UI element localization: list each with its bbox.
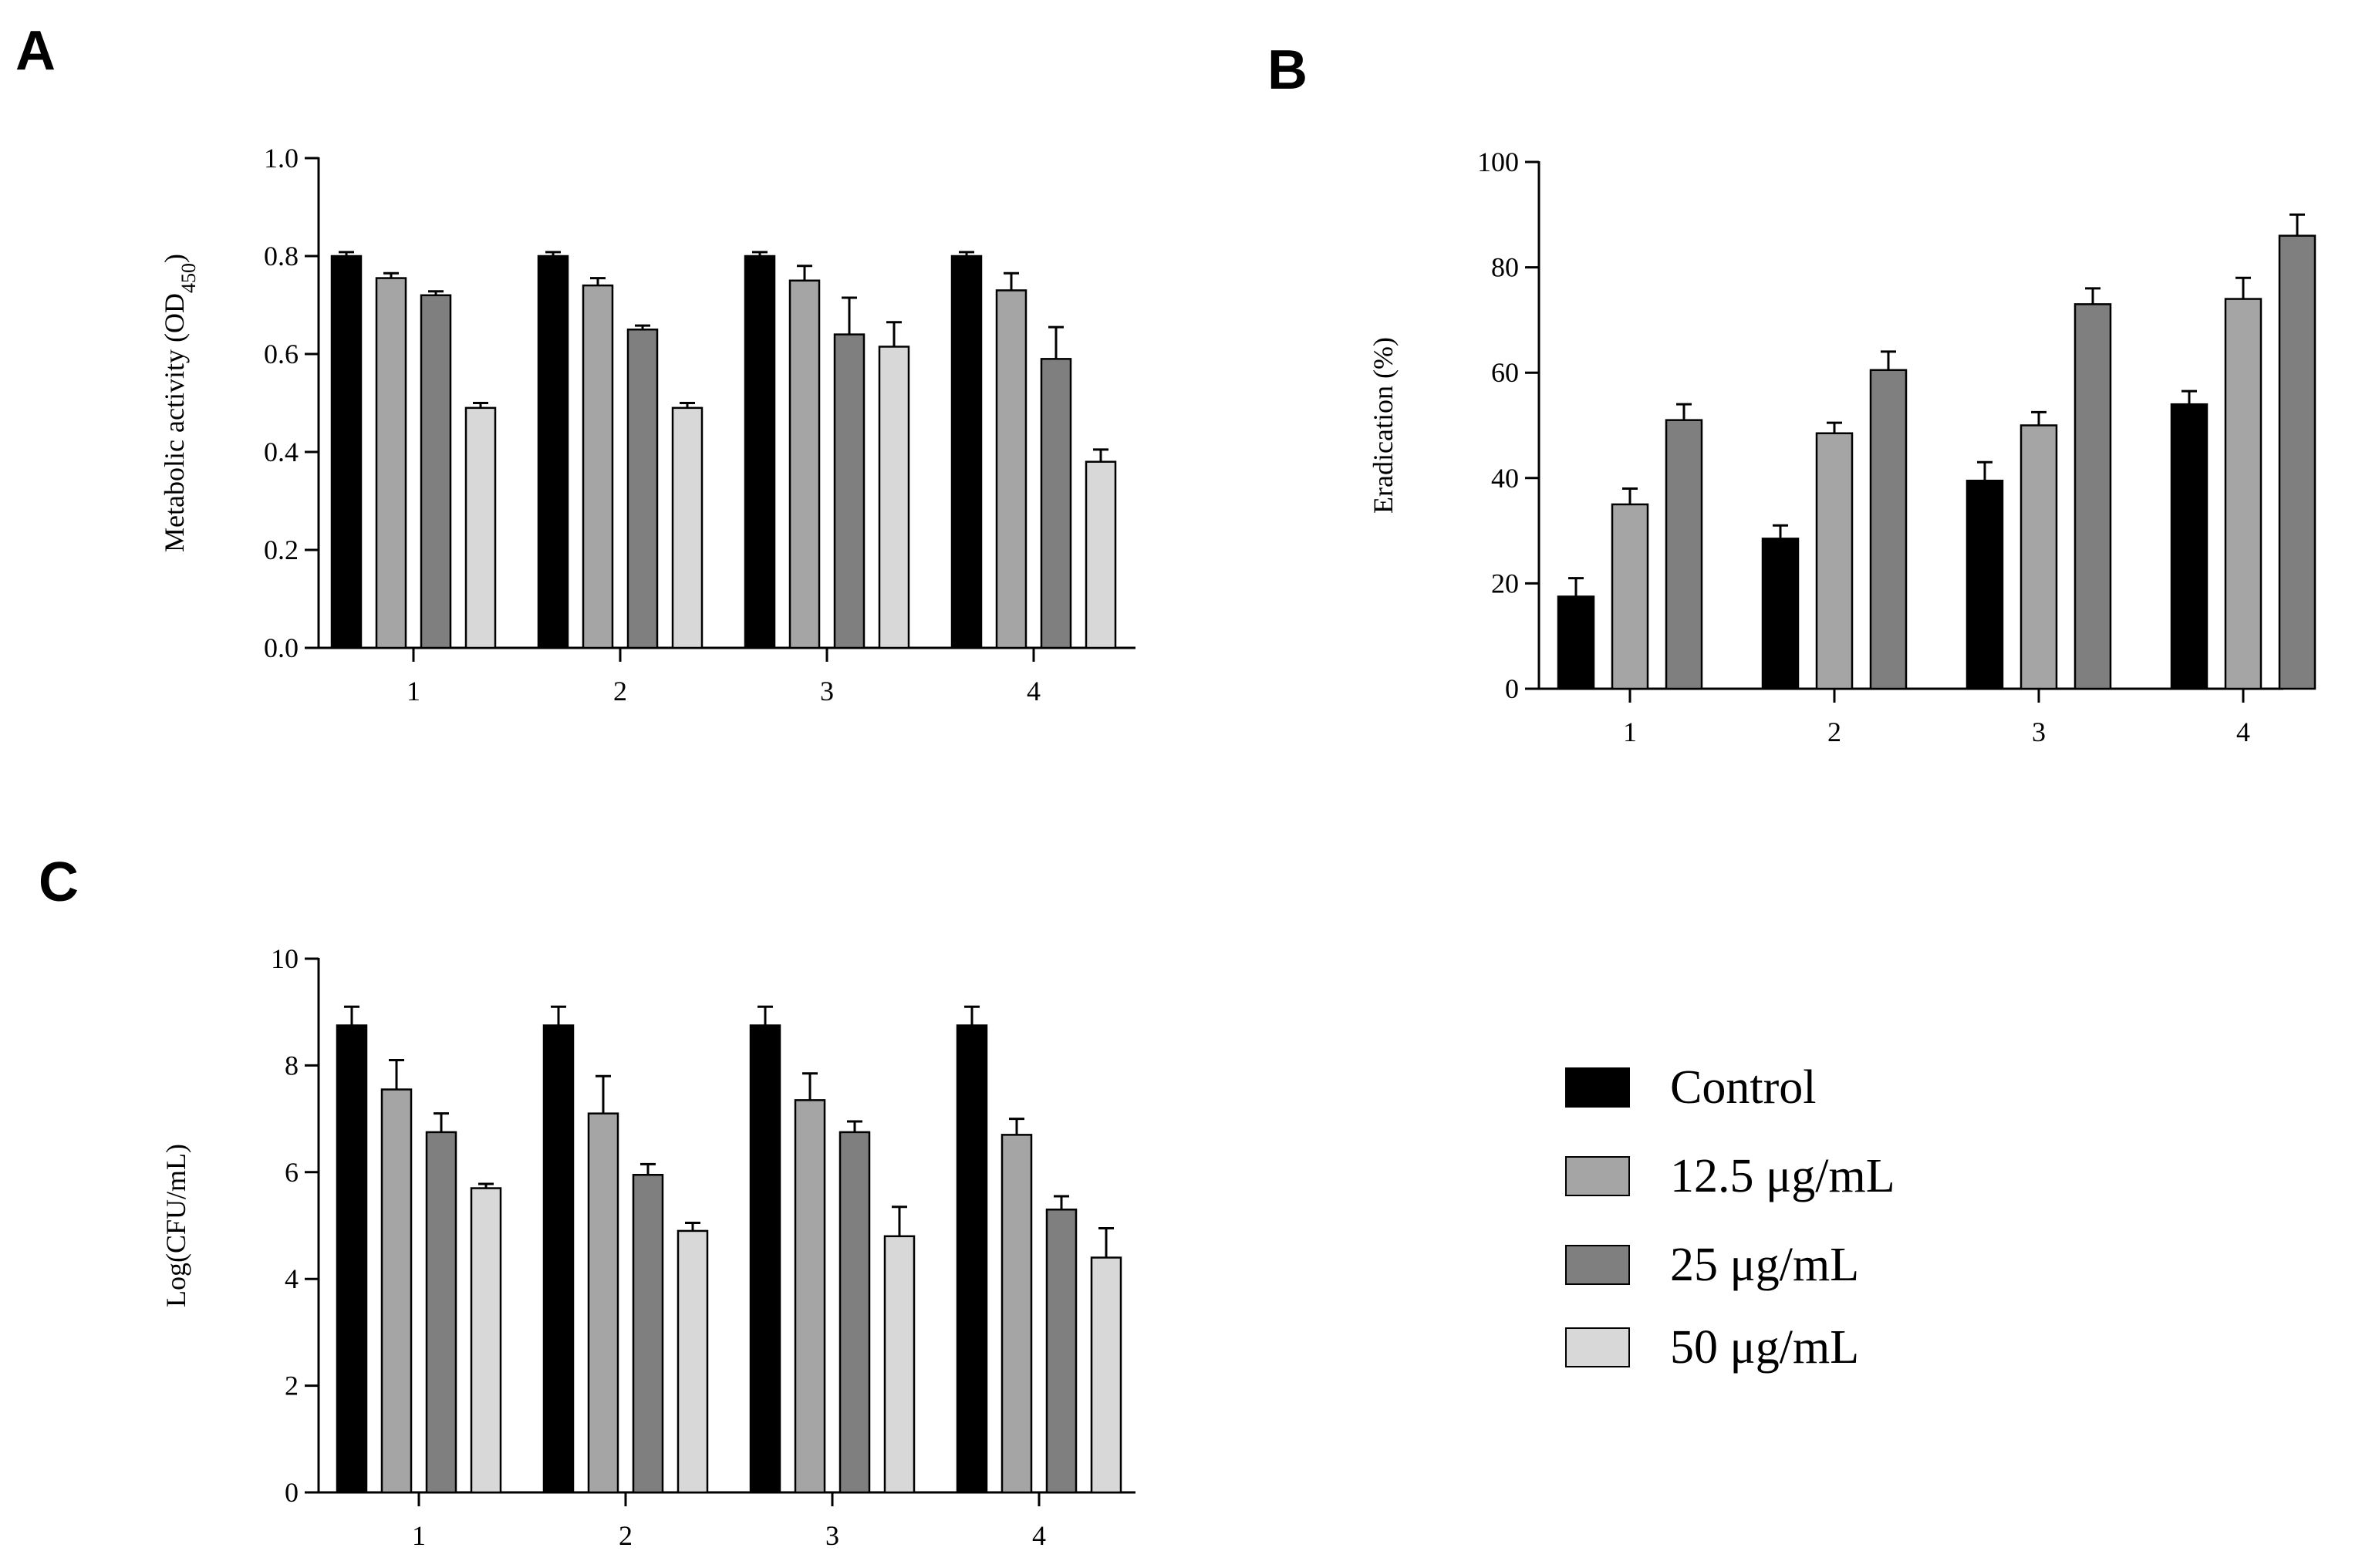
y-tick-label: 40 bbox=[1491, 463, 1519, 494]
legend-label-25: 25 μg/mL bbox=[1670, 1239, 1859, 1291]
bar bbox=[380, 1088, 413, 1494]
bar bbox=[2073, 303, 2112, 690]
x-tick-label: 3 bbox=[820, 676, 834, 706]
bar bbox=[2278, 234, 2316, 690]
legend-label-12-5: 12.5 μg/mL bbox=[1670, 1150, 1895, 1202]
bar bbox=[744, 255, 776, 649]
bar bbox=[671, 406, 704, 649]
bar bbox=[1869, 369, 1908, 690]
bar bbox=[1761, 538, 1800, 690]
bar bbox=[420, 294, 452, 649]
bar bbox=[626, 329, 659, 649]
bar bbox=[833, 333, 866, 649]
x-tick-label: 2 bbox=[1827, 717, 1841, 747]
y-tick-label: 0.8 bbox=[264, 241, 299, 271]
legend-label-50: 50 μg/mL bbox=[1670, 1321, 1859, 1374]
x-tick-label: 4 bbox=[1032, 1520, 1046, 1551]
y-tick-label: 0 bbox=[285, 1477, 299, 1508]
bar bbox=[749, 1024, 781, 1494]
bar bbox=[883, 1235, 916, 1494]
legend-item-50: 50 μg/mL bbox=[1565, 1321, 1859, 1374]
x-tick-label: 1 bbox=[1623, 717, 1637, 747]
y-tick-label: 10 bbox=[271, 943, 299, 974]
bar bbox=[582, 284, 614, 649]
legend-item-12-5: 12.5 μg/mL bbox=[1565, 1150, 1895, 1202]
bar bbox=[632, 1174, 664, 1494]
bar bbox=[1557, 595, 1595, 690]
legend-item-25: 25 μg/mL bbox=[1565, 1239, 1859, 1291]
y-tick-label: 6 bbox=[285, 1157, 299, 1188]
y-tick-label: 0.0 bbox=[264, 632, 299, 663]
bar bbox=[995, 289, 1027, 649]
bar bbox=[677, 1229, 709, 1494]
bar bbox=[470, 1187, 502, 1494]
y-tick-label: 60 bbox=[1491, 357, 1519, 388]
x-tick-label: 3 bbox=[825, 1520, 839, 1551]
bar bbox=[950, 255, 983, 649]
bar bbox=[1045, 1208, 1078, 1494]
y-tick-label: 8 bbox=[285, 1050, 299, 1081]
bar bbox=[537, 255, 569, 649]
y-tick-label: 2 bbox=[285, 1371, 299, 1401]
x-tick-label: 1 bbox=[412, 1520, 426, 1551]
legend-label-control: Control bbox=[1670, 1061, 1816, 1114]
bar bbox=[1966, 479, 2004, 690]
panel-a-letter: A bbox=[15, 20, 56, 82]
bar bbox=[1665, 419, 1703, 690]
bar bbox=[1815, 432, 1854, 690]
legend-swatch-50 bbox=[1565, 1327, 1630, 1367]
bar bbox=[2224, 298, 2262, 690]
x-tick-label: 2 bbox=[619, 1520, 633, 1551]
y-tick-label: 0.6 bbox=[264, 339, 299, 369]
bar bbox=[1040, 358, 1072, 649]
y-axis-title: Eradication (%) bbox=[1368, 337, 1399, 514]
bar bbox=[956, 1024, 988, 1494]
bar bbox=[330, 255, 363, 649]
bar bbox=[1000, 1134, 1033, 1494]
y-tick-label: 80 bbox=[1491, 252, 1519, 283]
panel-b-letter: B bbox=[1267, 39, 1308, 101]
y-axis-title: Metabolic activity (OD450) bbox=[159, 254, 200, 552]
bar bbox=[2020, 424, 2058, 690]
x-tick-label: 4 bbox=[1027, 676, 1041, 706]
bar bbox=[878, 346, 910, 649]
bar bbox=[425, 1131, 457, 1494]
y-tick-label: 1.0 bbox=[264, 143, 299, 174]
x-tick-label: 1 bbox=[407, 676, 420, 706]
bar bbox=[336, 1024, 368, 1494]
chart-a: 0.0 0.2 0.4 0.6 0.8 1.0 1 2 3 4 Metabolic activity… bbox=[159, 143, 1135, 706]
y-tick-label: 0.2 bbox=[264, 534, 299, 565]
bar bbox=[375, 277, 407, 649]
x-tick-label: 4 bbox=[2236, 717, 2250, 747]
legend-swatch-12-5 bbox=[1565, 1156, 1630, 1196]
legend-swatch-25 bbox=[1565, 1245, 1630, 1285]
bar bbox=[2170, 403, 2208, 690]
bar bbox=[1090, 1256, 1122, 1494]
y-tick-label: 0 bbox=[1505, 673, 1519, 704]
bar bbox=[839, 1131, 871, 1494]
bar bbox=[788, 279, 821, 649]
legend-item-control: Control bbox=[1565, 1061, 1816, 1114]
bar bbox=[542, 1024, 575, 1494]
y-tick-label: 20 bbox=[1491, 568, 1519, 599]
legend: Control 12.5 μg/mL 25 μg/mL 50 μg/mL bbox=[1565, 1061, 1895, 1374]
panel-c-letter: C bbox=[39, 851, 79, 913]
y-tick-label: 4 bbox=[285, 1263, 299, 1294]
bar bbox=[1085, 460, 1117, 649]
chart-b: 0 20 40 60 80 100 1 2 3 4 Eradication (%) bbox=[1368, 147, 2316, 747]
y-tick-label: 100 bbox=[1477, 147, 1519, 177]
bar bbox=[464, 406, 497, 649]
y-tick-label: 0.4 bbox=[264, 437, 299, 467]
legend-swatch-control bbox=[1565, 1067, 1630, 1108]
x-tick-label: 3 bbox=[2032, 717, 2046, 747]
bar bbox=[587, 1112, 619, 1494]
x-tick-label: 2 bbox=[613, 676, 627, 706]
y-axis-title: Log(CFU/mL) bbox=[160, 1144, 191, 1307]
bar bbox=[794, 1099, 826, 1494]
bar bbox=[1611, 503, 1649, 690]
